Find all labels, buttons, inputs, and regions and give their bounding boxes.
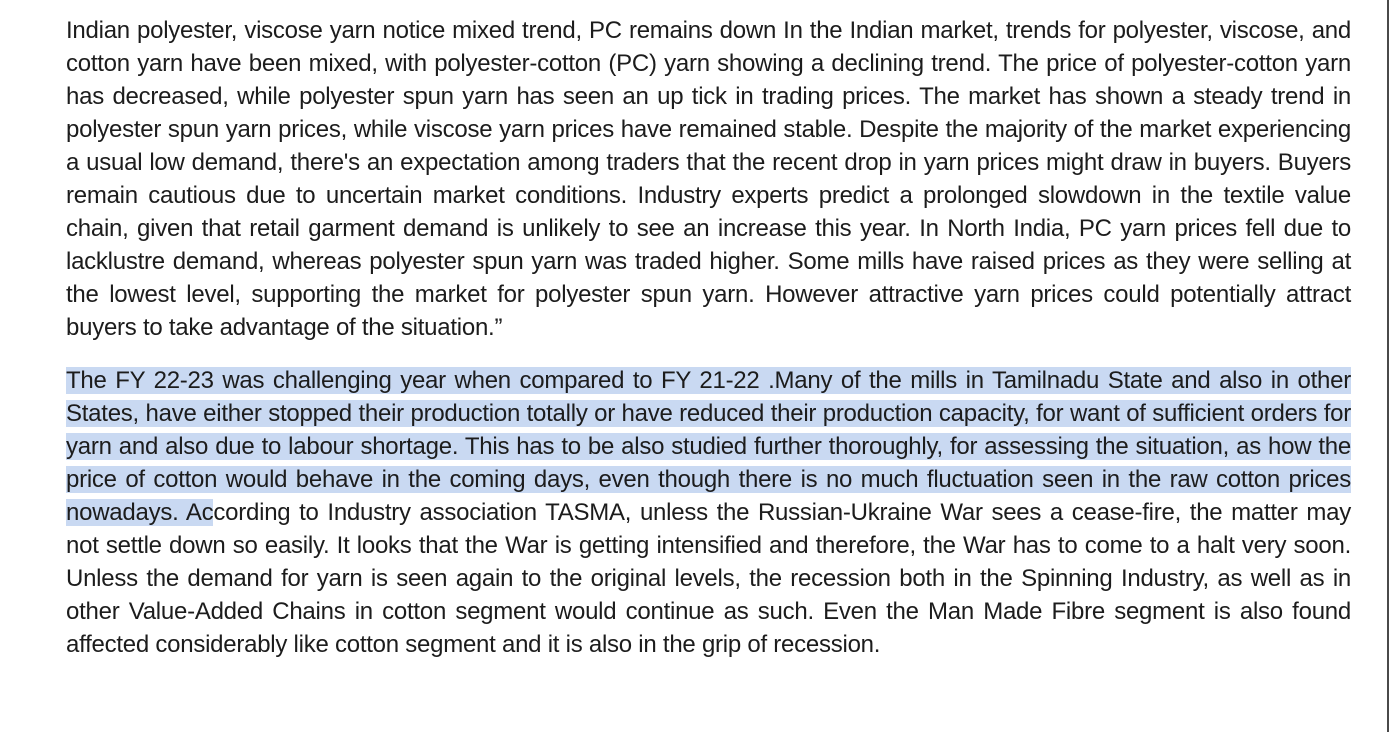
paragraph-text: cording to Industry association TASMA, u…: [66, 499, 1351, 658]
window-edge: [1387, 0, 1389, 732]
paragraph-text: Indian polyester, viscose yarn notice mi…: [66, 17, 1351, 341]
document-body: Indian polyester, viscose yarn notice mi…: [66, 14, 1351, 681]
selected-text: The FY 22-23 was challenging year when c…: [66, 367, 1351, 526]
paragraph: The FY 22-23 was challenging year when c…: [66, 364, 1351, 661]
paragraph: Indian polyester, viscose yarn notice mi…: [66, 14, 1351, 344]
